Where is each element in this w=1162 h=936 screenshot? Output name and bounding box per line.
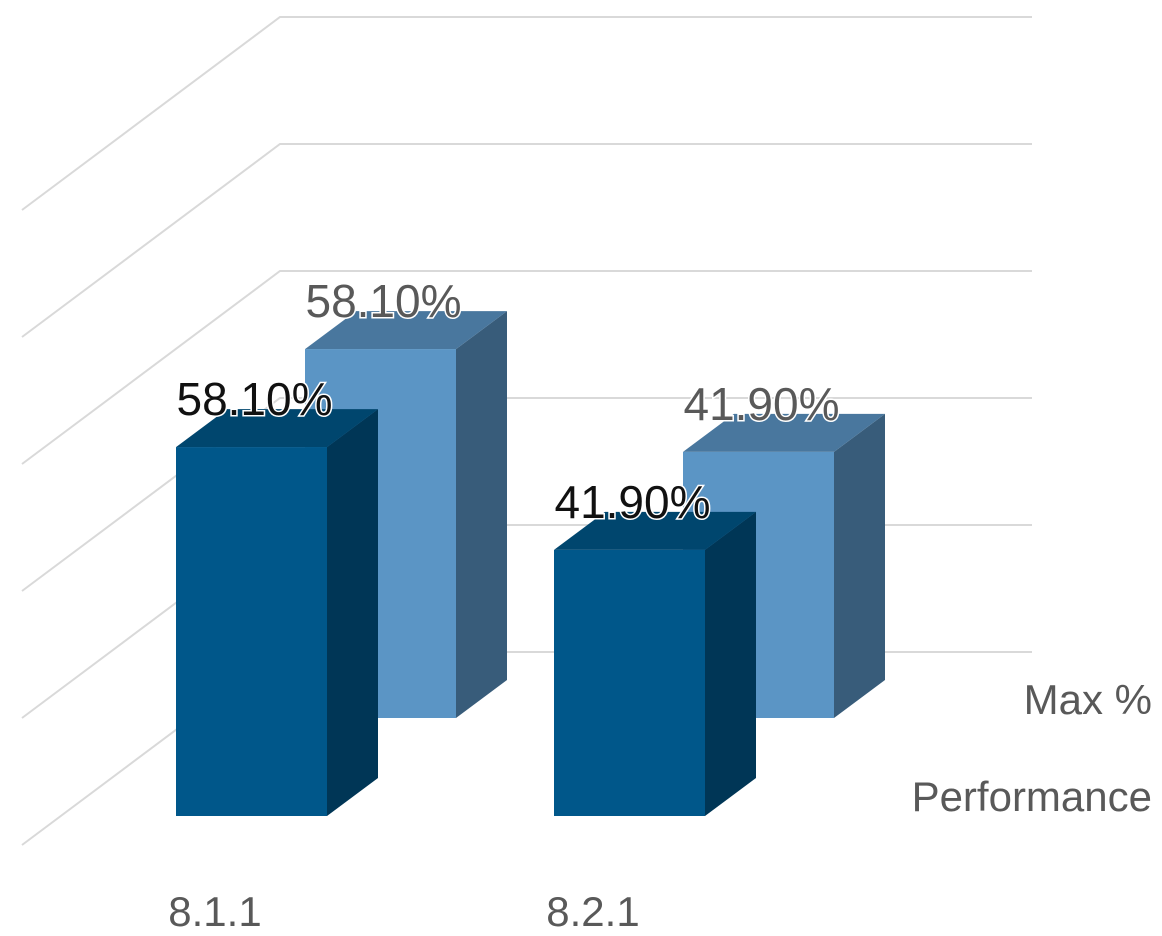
legend-label: Max % xyxy=(1024,676,1152,723)
grid-line xyxy=(21,16,1032,211)
bar-side xyxy=(834,413,885,718)
data-label: 41.90% xyxy=(683,378,839,430)
bar-top xyxy=(305,311,507,350)
bar-side xyxy=(456,311,507,718)
bar xyxy=(554,549,705,816)
grid-line xyxy=(21,270,1032,465)
bar-side xyxy=(705,511,756,816)
bar-side xyxy=(327,409,378,816)
x-tick-label: 8.1.1 xyxy=(168,888,261,935)
data-label: 58.10% xyxy=(305,275,461,327)
bar xyxy=(176,447,327,816)
bar-top xyxy=(683,413,885,452)
legend-label: Performance xyxy=(912,773,1152,820)
bar-top xyxy=(554,511,756,550)
data-label: 58.10% xyxy=(176,373,332,425)
grid-line xyxy=(21,143,1032,338)
bar-top xyxy=(176,409,378,448)
data-label: 41.90% xyxy=(554,476,710,528)
x-tick-label: 8.2.1 xyxy=(546,888,639,935)
grid-line xyxy=(21,397,1032,592)
